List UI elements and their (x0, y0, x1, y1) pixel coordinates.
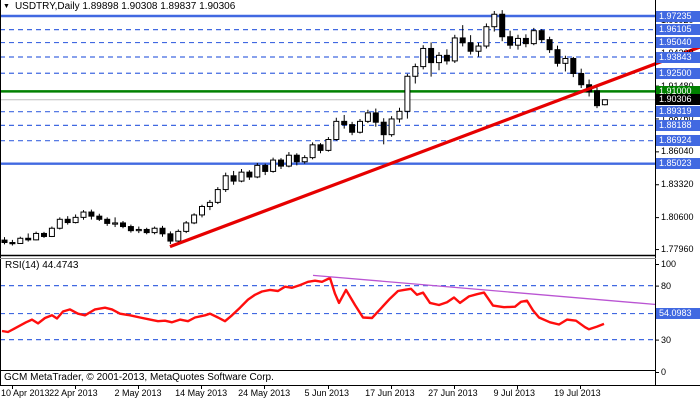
price-level-badge: 1.92500 (656, 67, 700, 79)
date-label: 22 Apr 2013 (49, 388, 98, 398)
rsi-level-badge: 54.0983 (656, 308, 700, 320)
symbol-ohlc-title: USDTRY,Daily 1.89898 1.90308 1.89837 1.9… (14, 1, 236, 12)
chart-title-bar: ▼ USDTRY,Daily 1.89898 1.90308 1.89837 1… (3, 1, 235, 12)
price-scale-tick: 1.91480 (661, 81, 694, 91)
collapse-arrow-icon[interactable]: ▼ (3, 2, 10, 10)
rsi-indicator-label: RSI(14) 44.4743 (5, 260, 79, 271)
date-label: 19 Jul 2013 (554, 388, 601, 398)
copyright-text: GCM MetaTrader, © 2001-2013, MetaQuotes … (4, 372, 274, 383)
price-level-badge: 1.91000 (656, 85, 700, 97)
rsi-scale-tick: 100 (661, 259, 677, 269)
price-scale-tick: 1.83320 (661, 179, 694, 190)
date-label: 5 Jun 2013 (304, 388, 350, 398)
price-level-badge: 1.89319 (656, 106, 700, 118)
price-level-badge: 1.86924 (656, 135, 700, 147)
rsi-scale-tick: 30 (661, 334, 672, 345)
date-label: 17 Jun 2013 (365, 388, 415, 398)
price-level-badge: 1.93843 (656, 51, 700, 63)
price-scale-tick: 1.86040 (661, 146, 694, 157)
current-price-badge: 1.90306 (656, 94, 700, 106)
date-label: 14 May 2013 (175, 388, 228, 398)
price-level-badge: 1.97235 (656, 10, 700, 22)
price-level-badge: 1.88188 (656, 119, 700, 131)
date-label: 27 Jun 2013 (428, 388, 478, 398)
date-label: 9 Jul 2013 (493, 388, 536, 398)
date-label: 2 May 2013 (114, 388, 162, 398)
rsi-scale-tick: 80 (661, 280, 672, 291)
price-scale-tick: 1.77960 (661, 244, 694, 255)
date-label: 10 Apr 2013 (1, 388, 50, 398)
price-scale-tick: 1.88760 (661, 113, 694, 124)
price-level-badge: 1.85023 (656, 158, 700, 170)
price-scale-tick: 1.80600 (661, 212, 694, 223)
rsi-scale-tick: 0 (661, 367, 667, 377)
date-label: 24 May 2013 (238, 388, 291, 398)
price-level-badge: 1.96105 (656, 24, 700, 36)
price-level-badge: 1.95040 (656, 37, 700, 49)
